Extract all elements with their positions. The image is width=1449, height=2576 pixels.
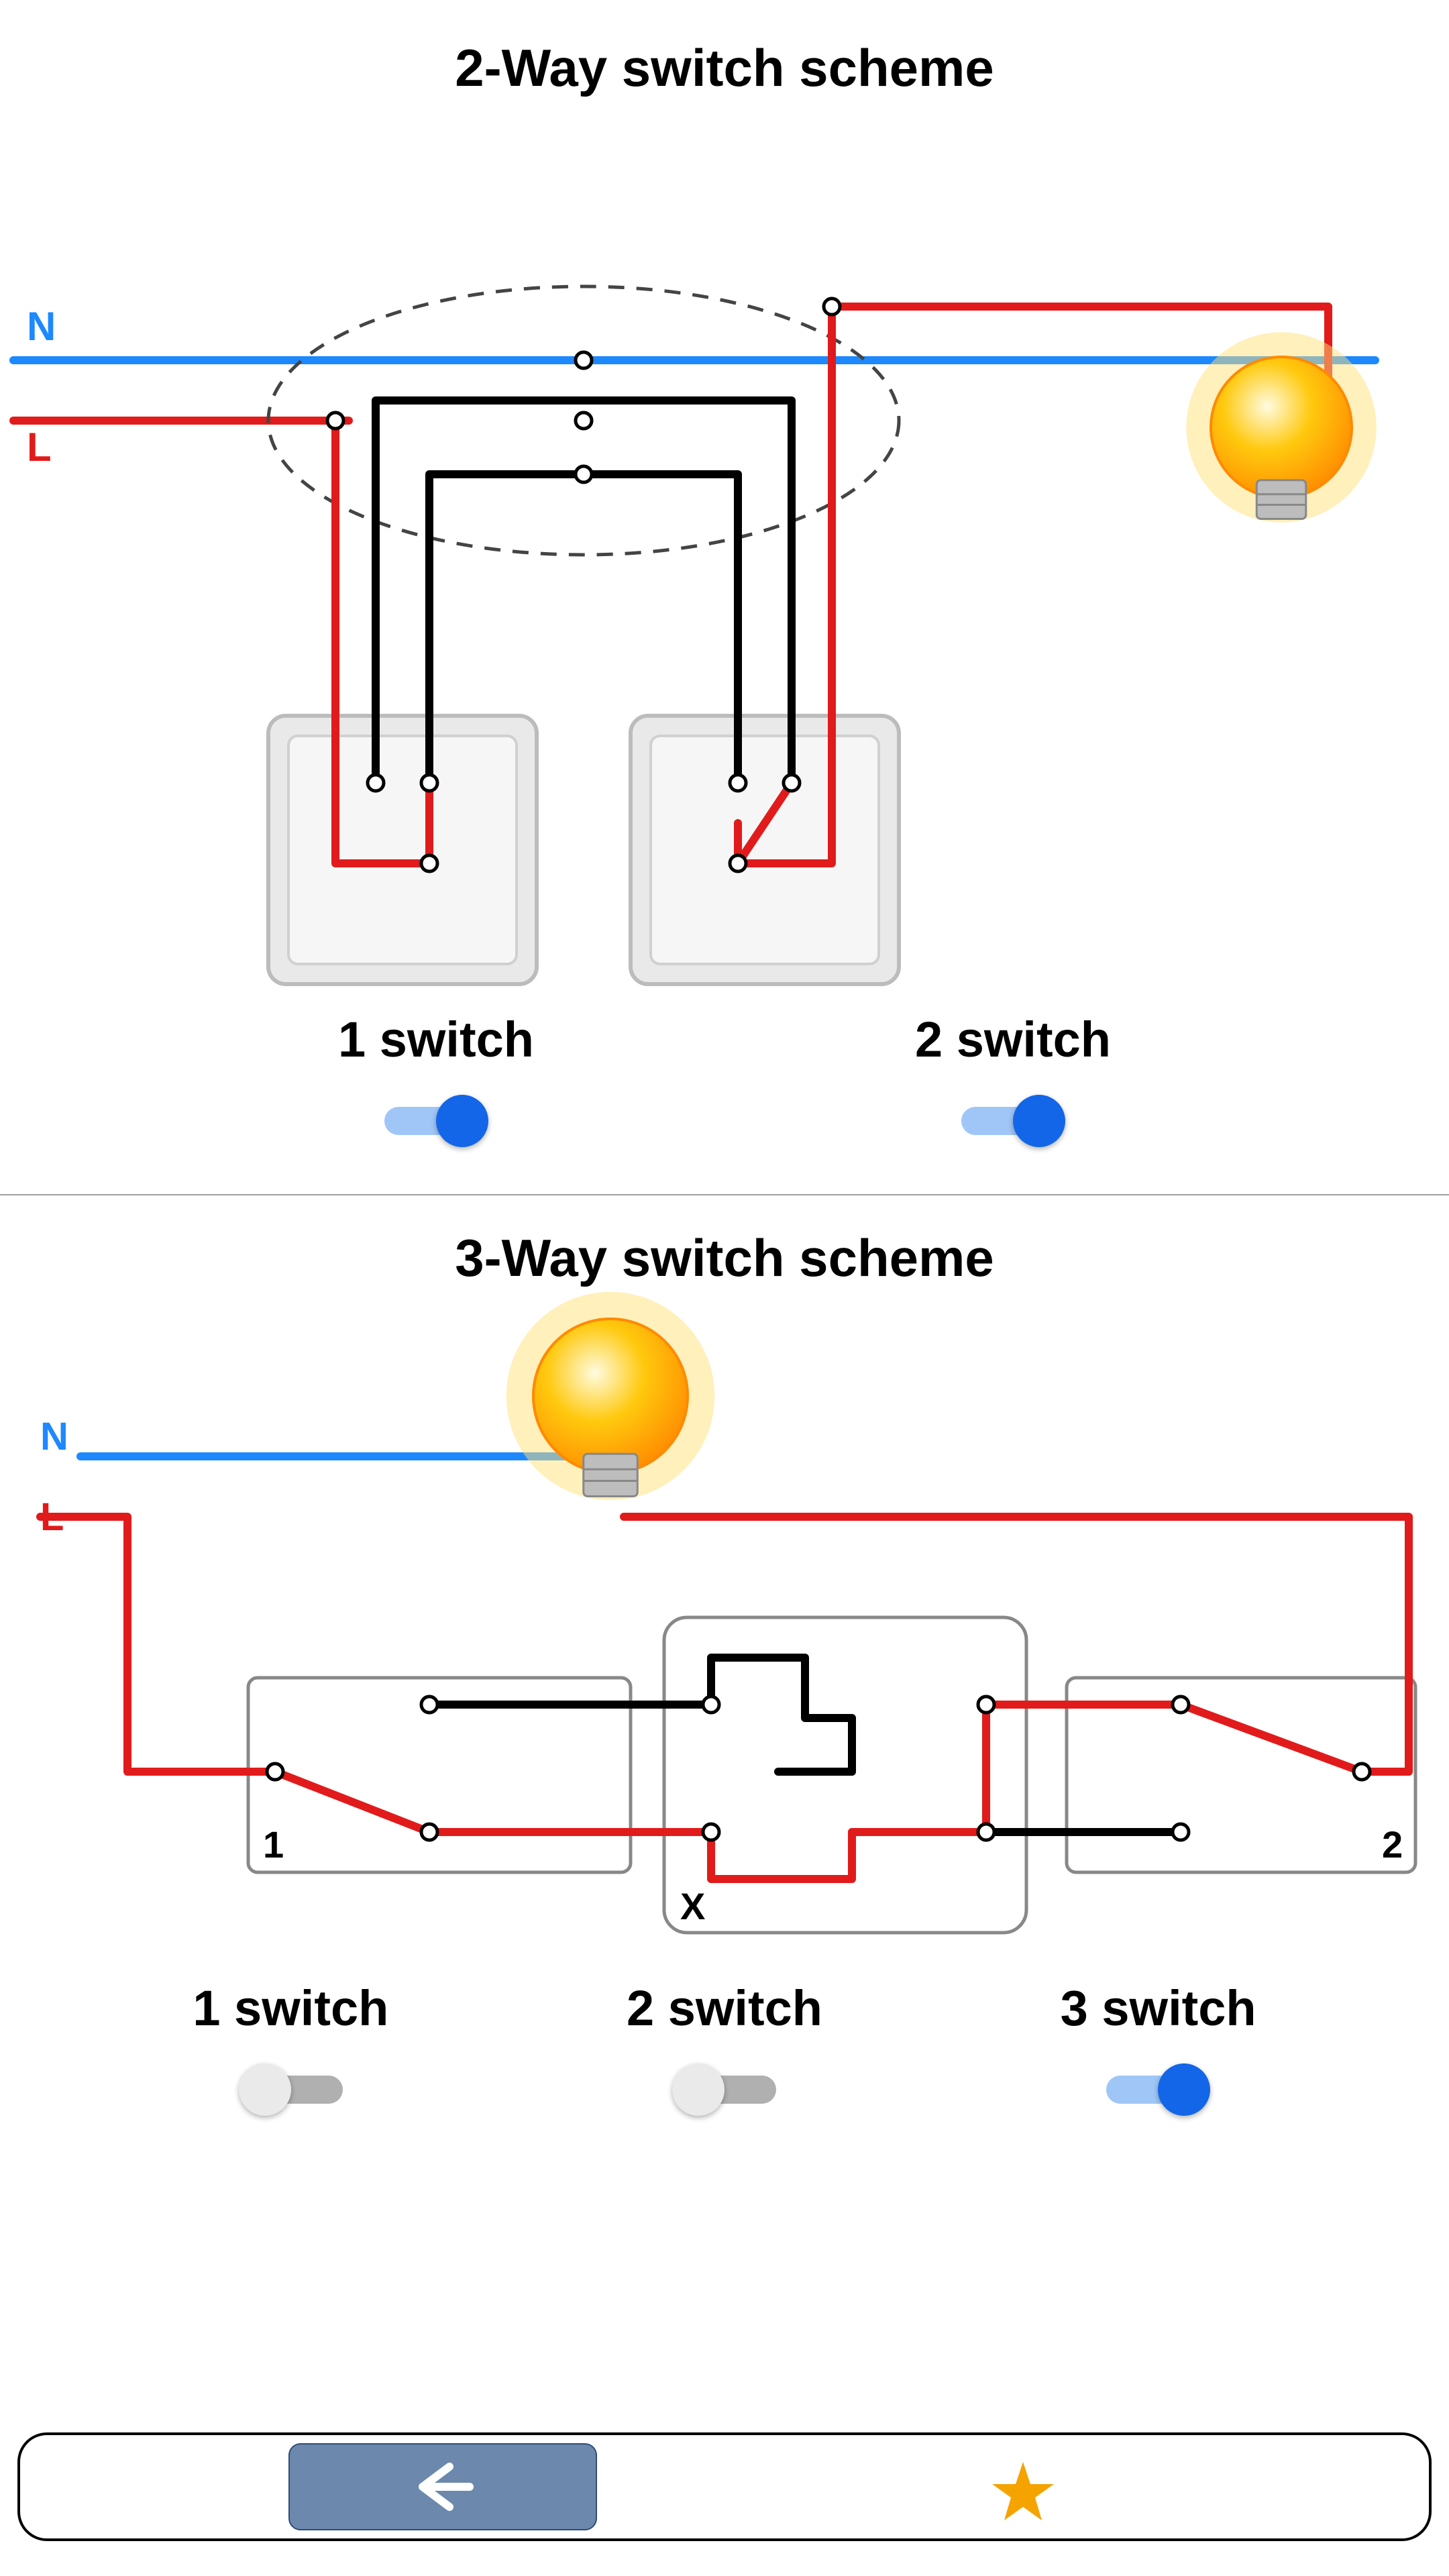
section2-controls: 1 switch 2 switch 3 switch — [0, 1960, 1449, 2116]
svg-text:2: 2 — [1382, 1823, 1403, 1866]
svg-text:1: 1 — [263, 1823, 284, 1866]
bottom-bar — [17, 2432, 1432, 2541]
section1-control-1-label: 1 switch — [338, 1011, 534, 1068]
section1-control-2: 2 switch — [915, 1011, 1111, 1147]
section2-control-2-label: 2 switch — [627, 1980, 822, 2037]
section1-control-2-label: 2 switch — [915, 1011, 1111, 1068]
section2-control-1-label: 1 switch — [193, 1980, 388, 2037]
favorite-button[interactable] — [986, 2455, 1060, 2529]
svg-text:X: X — [680, 1885, 705, 1927]
star-icon — [989, 2459, 1057, 2526]
section2-toggle-3[interactable] — [1106, 2063, 1210, 2116]
section2-control-1: 1 switch — [193, 1980, 388, 2116]
svg-text:N: N — [27, 304, 56, 349]
diagram-2way: NL — [0, 99, 1449, 1011]
section1-title: 2-Way switch scheme — [0, 0, 1449, 99]
section2-toggle-2[interactable] — [672, 2063, 776, 2116]
section1-control-1: 1 switch — [338, 1011, 534, 1147]
section2-title: 3-Way switch scheme — [0, 1195, 1449, 1289]
diagram-3way: NL12X — [0, 1289, 1449, 1960]
section2-control-3: 3 switch — [1061, 1980, 1256, 2116]
section2-toggle-1[interactable] — [239, 2063, 343, 2116]
back-button[interactable] — [288, 2443, 597, 2530]
svg-text:N: N — [40, 1415, 68, 1458]
arrow-left-icon — [409, 2460, 476, 2514]
section1-controls: 1 switch 2 switch — [0, 1011, 1449, 1194]
section1-toggle-1[interactable] — [384, 1095, 488, 1147]
section1-toggle-2[interactable] — [961, 1095, 1065, 1147]
section2-control-2: 2 switch — [627, 1980, 822, 2116]
svg-text:L: L — [27, 425, 52, 470]
section2-control-3-label: 3 switch — [1061, 1980, 1256, 2037]
